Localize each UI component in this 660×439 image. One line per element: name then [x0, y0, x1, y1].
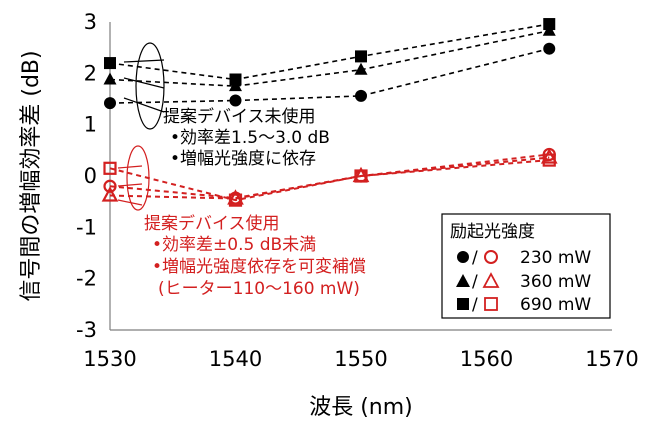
data-point-triangle-open [227, 189, 244, 205]
annotation-leader-line [123, 77, 165, 89]
y-tick-label: 1 [84, 113, 97, 137]
annotation-leader-line [117, 165, 143, 169]
data-point-circle-filled [104, 97, 116, 110]
series-line [109, 23, 550, 81]
data-point-square-open [542, 153, 556, 167]
y-tick-label: 2 [84, 61, 97, 85]
data-point-square-filled [543, 18, 556, 31]
legend-marker-open-triangle [482, 272, 500, 288]
x-tick-label: 1570 [585, 347, 638, 371]
y-tick-label: -2 [76, 267, 97, 291]
legend-power: 690 mW [520, 295, 591, 315]
legend-item: / 690 mW [457, 295, 591, 315]
annotation-ellipse-red [126, 145, 150, 211]
series-without-circle [104, 42, 556, 110]
data-point-square-open [228, 193, 243, 207]
annotation-leader-line [117, 183, 143, 187]
legend-item: / 360 mW [456, 272, 591, 292]
data-point-circle-filled [355, 89, 367, 102]
annotation-without-device: 提案デバイス未使用 •効率差1.5～3.0 dB •増幅光強度に依存 [163, 106, 330, 169]
annotation-line: •増幅光強度に依存 [170, 149, 316, 169]
x-axis-label: 波長 (nm) [309, 395, 413, 420]
annotation-ellipse-black [135, 42, 165, 130]
data-point-triangle-filled [354, 62, 368, 75]
series-line [109, 47, 550, 104]
data-point-triangle-open [540, 148, 558, 164]
data-point-square-filled [355, 50, 367, 63]
data-point-square-filled [104, 57, 116, 70]
series-without-triangle [103, 23, 556, 92]
y-tick-labels: 3 2 1 0 -1 -2 -3 [76, 10, 97, 342]
x-tick-labels: 1530 1540 1550 1560 1570 [83, 347, 638, 371]
annotation-line: •増幅光強度依存を可変補償 [152, 257, 366, 277]
legend-marker-filled-triangle [456, 274, 470, 287]
legend-marker-filled-circle [457, 251, 469, 263]
annotation-callout-black [123, 42, 165, 130]
annotation-with-device: 提案デバイス使用 •効率差±0.5 dB未満 •増幅光強度依存を可変補償 (ヒー… [144, 213, 366, 299]
annotation-leader-line [123, 59, 165, 63]
data-point-square-open [103, 161, 117, 175]
series-with-square [103, 153, 556, 207]
series-without-square [104, 18, 556, 86]
series-line [109, 29, 550, 87]
data-point-square-open [354, 169, 368, 183]
annotation-callout-red [117, 145, 150, 211]
y-tick-label: 0 [84, 164, 97, 188]
data-point-triangle-filled [103, 72, 117, 85]
y-axis-label: 信号間の増幅効率差 (dB) [19, 50, 44, 301]
legend-separator: / [472, 272, 478, 292]
y-tick-label: -3 [76, 318, 97, 342]
annotation-title: 提案デバイス未使用 [163, 106, 316, 127]
annotation-line: •効率差±0.5 dB未満 [152, 235, 316, 255]
legend-marker-open-circle [484, 250, 498, 264]
x-tick-label: 1540 [209, 347, 262, 371]
legend: 励起光強度 / 230 mW / 360 mW / 690 mW [441, 213, 611, 319]
y-tick-label: 3 [84, 10, 97, 34]
series-line [109, 159, 550, 202]
data-point-circle-open [103, 179, 117, 193]
legend-separator: / [472, 248, 478, 268]
data-point-square-filled [229, 73, 242, 86]
legend-title: 励起光強度 [450, 222, 535, 242]
data-point-triangle-open [101, 186, 119, 202]
legend-marker-open-square [484, 297, 498, 311]
legend-power: 360 mW [520, 272, 591, 292]
legend-marker-filled-square [457, 298, 469, 310]
annotation-line: (ヒーター110～160 mW) [158, 279, 360, 299]
data-point-circle-filled [229, 94, 242, 107]
x-tick-label: 1560 [460, 347, 513, 371]
legend-item: / 230 mW [457, 248, 591, 268]
annotation-leader-line [117, 199, 143, 206]
annotation-title: 提案デバイス使用 [144, 213, 280, 234]
legend-box [441, 213, 611, 319]
x-tick-label: 1530 [83, 347, 136, 371]
y-tick-label: -1 [76, 215, 97, 239]
series-layer [101, 18, 558, 207]
legend-separator: / [472, 295, 478, 315]
x-tick-label: 1550 [334, 347, 387, 371]
annotation-line: •効率差1.5～3.0 dB [170, 128, 330, 148]
annotation-leader-line [123, 97, 165, 113]
data-point-circle-filled [543, 42, 556, 55]
legend-power: 230 mW [520, 248, 591, 268]
